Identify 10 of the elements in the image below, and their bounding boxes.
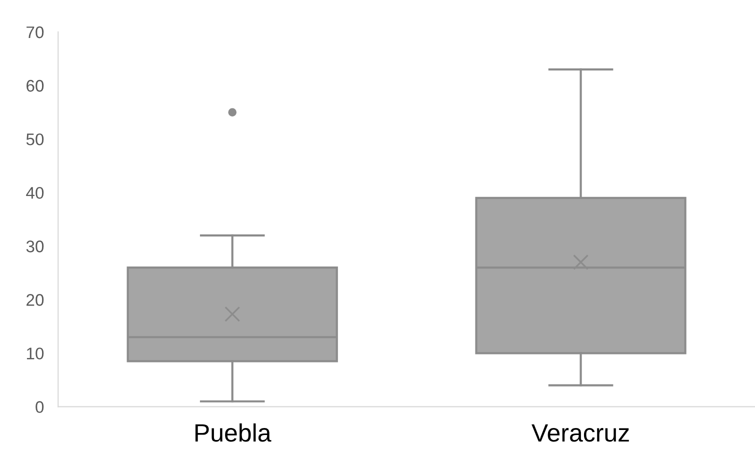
x-tick-label: Veracruz [532, 424, 629, 442]
x-tick-label: Puebla [195, 423, 272, 442]
y-tick-label: 50 [26, 133, 44, 146]
y-tick-label: 40 [26, 186, 44, 199]
y-tick-label: 20 [26, 294, 44, 306]
y-tick-label: 70 [26, 26, 44, 38]
y-tick-label: 60 [26, 80, 44, 92]
y-tick-label: 30 [26, 240, 44, 252]
y-tick-label: 0 [36, 401, 44, 413]
y-tick-label: 10 [26, 348, 44, 360]
